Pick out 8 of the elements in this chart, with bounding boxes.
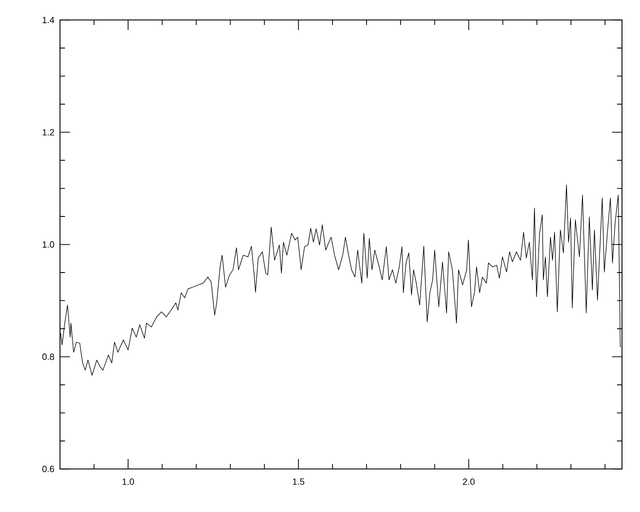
y-tick-label: 0.6 xyxy=(42,466,54,472)
x-tick-label: 1.5 xyxy=(292,478,304,485)
y-tick-label: 1.0 xyxy=(42,241,54,248)
x-tick-label: 1.0 xyxy=(122,478,134,485)
y-tick-label: 1.2 xyxy=(42,129,54,136)
y-tick-label: 0.8 xyxy=(42,354,54,360)
x-tick-label: 2.0 xyxy=(462,478,475,485)
y-tick-label: 1.4 xyxy=(42,16,54,24)
